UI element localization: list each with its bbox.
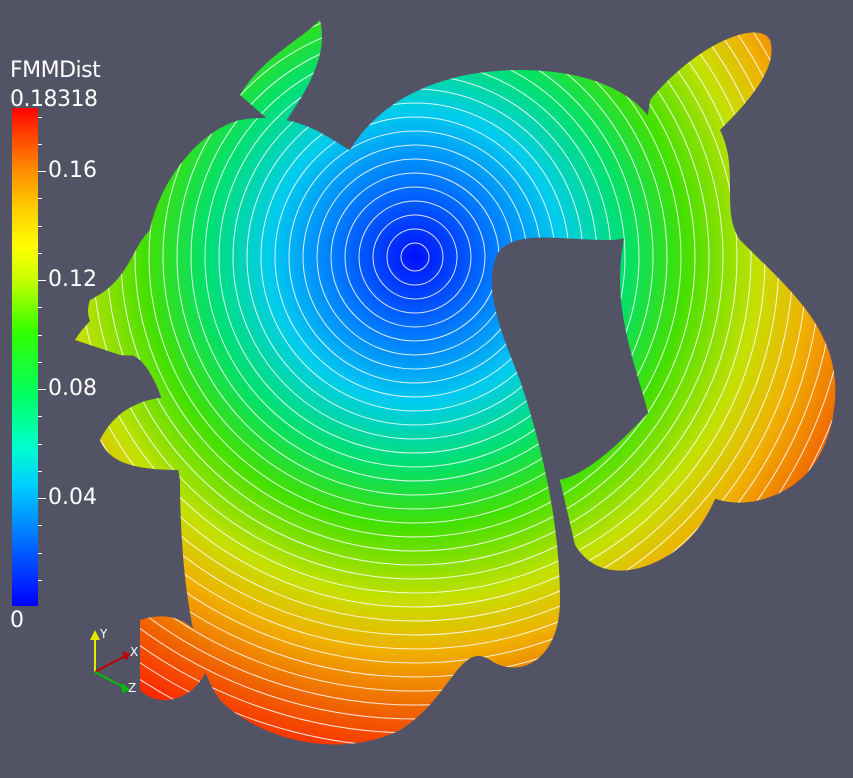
colorbar-max-label: 0.18318 [10,87,98,112]
colorbar-minor-tick [38,226,42,227]
colorbar-minor-tick [38,553,42,554]
colorbar-tick-label: 0.04 [48,485,97,510]
colorbar-min-label: 0 [10,608,24,633]
axis-x-label: X [130,645,138,659]
colorbar-tick-label: 0.12 [48,267,97,292]
colorbar-major-tick [38,280,46,281]
orientation-axes-widget: Y X Z [90,627,138,695]
colorbar-major-tick [38,389,46,390]
colorbar-minor-tick [38,525,42,526]
colorbar-minor-tick [38,144,42,145]
colorbar-tick-label: 0.08 [48,376,97,401]
axis-z [94,671,130,693]
colorbar-major-tick [38,171,46,172]
colorbar-minor-tick [38,362,42,363]
colorbar [12,108,38,606]
axis-x [94,651,130,673]
colorbar-minor-tick [38,444,42,445]
colorbar-major-tick [38,498,46,499]
colorbar-minor-tick [38,117,42,118]
colorbar-minor-tick [38,307,42,308]
colorbar-minor-tick [38,198,42,199]
colorbar-minor-tick [38,335,42,336]
colorbar-title: FMMDist [10,58,101,83]
colorbar-minor-tick [38,471,42,472]
axis-y [90,630,100,672]
colorbar-minor-tick [38,253,42,254]
axis-y-label: Y [99,627,108,641]
axis-z-label: Z [128,681,136,695]
colorbar-minor-tick [38,580,42,581]
colorbar-tick-label: 0.16 [48,158,97,183]
colorbar-minor-tick [38,416,42,417]
